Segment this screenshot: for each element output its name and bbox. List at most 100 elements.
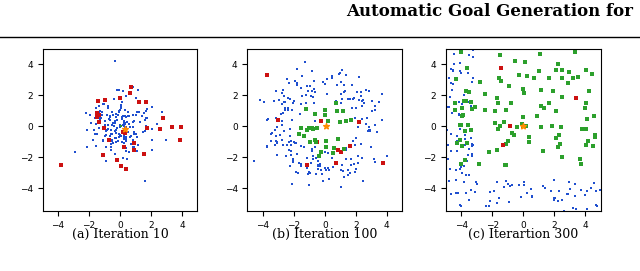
Point: [277, 122, 287, 127]
Point: [456, 50, 466, 54]
Point: [109, 97, 119, 101]
Point: [291, 170, 301, 174]
Point: [364, 89, 374, 93]
Point: [454, 113, 465, 117]
Point: [95, 117, 105, 121]
Point: [519, 91, 529, 95]
Point: [141, 126, 152, 130]
Point: [458, 164, 468, 168]
Point: [444, 179, 454, 183]
Point: [468, 143, 478, 147]
Point: [369, 157, 379, 162]
Point: [341, 73, 351, 77]
Point: [499, 185, 509, 189]
Point: [340, 147, 351, 152]
Point: [338, 168, 348, 173]
Point: [93, 98, 104, 103]
Point: [271, 139, 281, 144]
Point: [320, 150, 330, 154]
Point: [445, 67, 456, 72]
Point: [304, 170, 314, 174]
Point: [456, 163, 466, 168]
Point: [321, 167, 331, 172]
Point: [97, 110, 107, 114]
Point: [321, 124, 332, 128]
Point: [123, 110, 133, 115]
Point: [470, 105, 481, 109]
Point: [335, 149, 346, 153]
Point: [353, 161, 364, 166]
Point: [321, 76, 332, 81]
Point: [356, 142, 367, 146]
Point: [466, 136, 476, 140]
Point: [346, 82, 356, 87]
Point: [320, 113, 330, 117]
Point: [99, 138, 109, 142]
Point: [273, 98, 284, 102]
Point: [272, 153, 282, 157]
Point: [485, 190, 495, 194]
Point: [306, 94, 316, 98]
Point: [129, 144, 139, 149]
Point: [294, 132, 304, 136]
Point: [493, 127, 503, 132]
Point: [113, 109, 124, 114]
Point: [100, 119, 110, 123]
Point: [484, 204, 495, 208]
Point: [323, 165, 333, 170]
Point: [156, 127, 166, 131]
Point: [563, 81, 573, 85]
Point: [447, 111, 457, 115]
Point: [586, 72, 596, 76]
Point: [364, 128, 374, 133]
Point: [82, 128, 92, 132]
Point: [103, 123, 113, 128]
Point: [101, 145, 111, 150]
Point: [468, 48, 478, 52]
Point: [493, 101, 503, 105]
Point: [334, 72, 344, 76]
Point: [321, 145, 331, 149]
Point: [463, 53, 474, 57]
Point: [108, 120, 118, 125]
Point: [327, 155, 337, 160]
Point: [266, 139, 276, 143]
Point: [562, 192, 572, 196]
Point: [340, 89, 351, 93]
Point: [357, 116, 367, 121]
Point: [595, 188, 605, 192]
Point: [118, 88, 128, 93]
Point: [508, 130, 518, 135]
Point: [110, 59, 120, 63]
Point: [102, 105, 113, 110]
Point: [313, 163, 323, 167]
Point: [98, 153, 108, 158]
Point: [333, 137, 343, 141]
Point: [463, 198, 474, 202]
Point: [314, 164, 324, 168]
Point: [570, 50, 580, 54]
Point: [285, 127, 295, 131]
Point: [589, 133, 600, 137]
Point: [323, 119, 333, 123]
Point: [167, 124, 177, 129]
Point: [157, 109, 167, 114]
Point: [121, 115, 131, 120]
Point: [119, 144, 129, 149]
Point: [308, 127, 318, 131]
Point: [121, 146, 131, 150]
Point: [282, 96, 292, 101]
Point: [157, 116, 168, 120]
Point: [460, 133, 470, 137]
Point: [121, 94, 131, 98]
Point: [120, 121, 130, 125]
Point: [363, 129, 373, 134]
Point: [290, 141, 300, 145]
Point: [463, 147, 474, 151]
Point: [95, 119, 105, 123]
Point: [539, 106, 549, 110]
Point: [309, 79, 319, 83]
Point: [106, 145, 116, 150]
Point: [296, 164, 307, 168]
Point: [551, 68, 561, 73]
